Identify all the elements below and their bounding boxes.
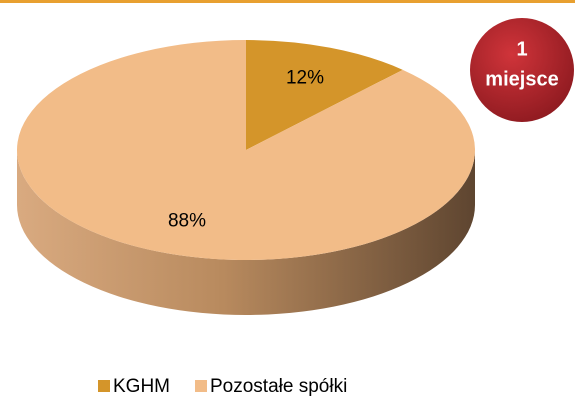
pie-slice: [246, 40, 403, 150]
badge-text: miejsce: [485, 68, 558, 90]
data-label: 12%: [286, 67, 324, 88]
badge: [470, 18, 574, 122]
pie-slice: [17, 40, 476, 260]
pie: 12% 88%: [17, 40, 476, 315]
pie-side: [17, 150, 475, 315]
legend-label: Pozostałe spółki: [210, 376, 347, 397]
badge-text: 1: [516, 38, 527, 60]
legend-swatch: [195, 380, 207, 392]
data-label: 88%: [168, 211, 206, 232]
top-rule: [0, 0, 575, 3]
legend-swatch: [98, 380, 110, 392]
legend: KGHM Pozostałe spółki: [98, 376, 347, 397]
legend-label: KGHM: [113, 376, 170, 397]
